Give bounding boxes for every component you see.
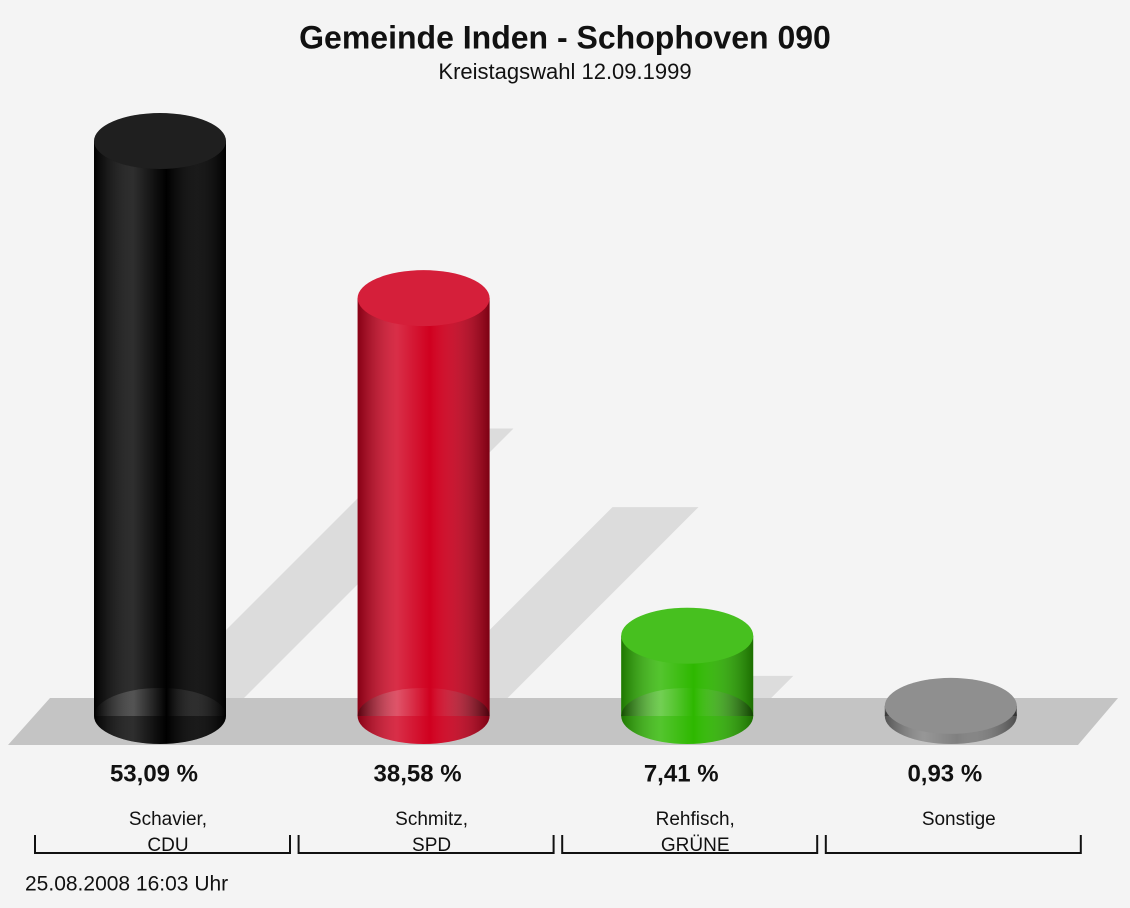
- x-tick-label: Rehfisch,: [656, 809, 735, 830]
- bar-shade: [94, 141, 226, 717]
- bar-shade-bottom: [621, 688, 754, 744]
- bar-top: [884, 677, 1017, 734]
- bar-top: [621, 607, 754, 664]
- footer: 25.08.2008 16:03 Uhr: [25, 873, 228, 896]
- bar-top-highlight: [94, 113, 226, 170]
- category-bracket: [34, 835, 291, 854]
- bar: [94, 113, 226, 744]
- bar-shade-bottom: [357, 688, 490, 744]
- bar-shade-bottom: [94, 688, 226, 744]
- category-bracket: [561, 835, 819, 854]
- x-tick-label: Schavier,: [129, 809, 207, 830]
- bar-top: [357, 270, 490, 327]
- chart-subtitle: Kreistagswahl 12.09.1999: [438, 59, 691, 84]
- bar-top-highlight: [884, 677, 1017, 734]
- x-tick-label: GRÜNE: [661, 835, 730, 856]
- value-label: 0,93 %: [907, 760, 982, 787]
- value-label: 7,41 %: [644, 760, 719, 787]
- x-tick-label: Sonstige: [922, 809, 996, 830]
- x-tick-label: Schmitz,: [395, 809, 468, 830]
- bar: [621, 607, 754, 744]
- bar-shade: [357, 298, 490, 716]
- bar-top: [94, 113, 226, 170]
- category-bracket: [297, 835, 555, 854]
- bar-top-highlight: [357, 270, 490, 327]
- bar: [884, 677, 1017, 744]
- value-label: 38,58 %: [374, 760, 462, 787]
- bar-top-highlight: [621, 607, 754, 664]
- bar: [357, 270, 490, 744]
- chart-title: Gemeinde Inden - Schophoven 090: [299, 19, 831, 55]
- floor: [8, 698, 1118, 745]
- x-tick-label: SPD: [412, 835, 451, 856]
- value-label: 53,09 %: [110, 760, 198, 787]
- category-bracket: [824, 835, 1082, 854]
- x-tick-label: CDU: [147, 835, 188, 856]
